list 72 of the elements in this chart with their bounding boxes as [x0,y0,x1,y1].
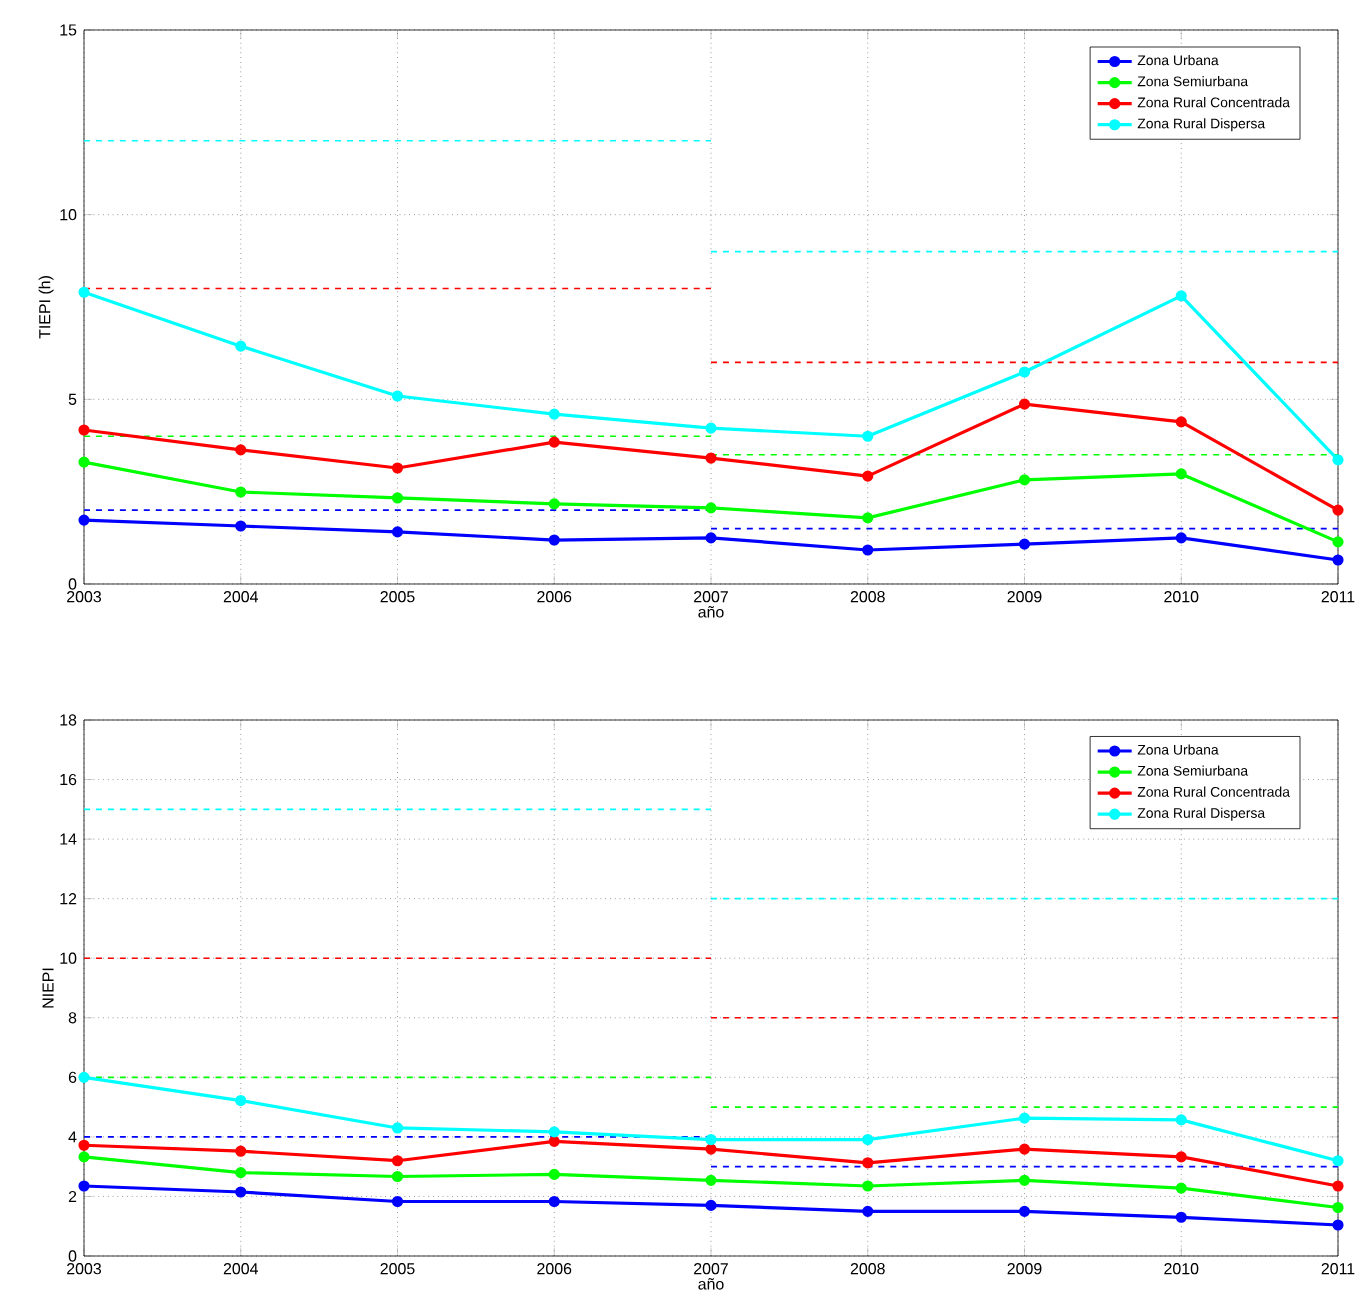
point [391,492,404,504]
point [862,1133,874,1146]
point [548,1135,560,1147]
point [705,422,717,434]
point [1332,1180,1344,1192]
point [391,1195,404,1208]
point [235,1186,247,1198]
point [1175,1151,1187,1163]
point [78,514,90,526]
point [1175,1182,1187,1194]
point [235,340,247,352]
point [705,1174,717,1186]
point [705,1133,717,1146]
point [548,534,560,546]
point [1018,1205,1031,1217]
point [862,512,874,524]
point [391,526,404,538]
point [78,286,90,298]
point [1018,1143,1031,1155]
point [78,1139,90,1151]
point [235,486,247,498]
point [705,452,717,464]
point [391,1170,404,1183]
point [548,1168,560,1180]
point [548,498,560,510]
point [1018,1112,1031,1124]
point [1018,1174,1031,1186]
point [391,1122,404,1134]
point [78,1151,90,1163]
point [235,520,247,532]
point [705,1199,717,1211]
point [705,502,717,514]
point [1018,366,1031,378]
point [862,1205,874,1217]
point [1332,554,1344,566]
point [235,1167,247,1179]
point [235,1094,247,1107]
point [548,1126,560,1138]
point [862,470,874,482]
point [235,1145,247,1157]
point [391,390,404,402]
point [862,1157,874,1169]
point [1175,290,1187,302]
point [391,462,404,474]
point [78,424,90,436]
point [1175,468,1187,480]
point [548,436,560,448]
point [391,1155,404,1167]
point [78,456,90,468]
point [862,430,874,442]
point [1332,504,1344,516]
point [862,544,874,556]
point [78,1071,90,1083]
point [862,1180,874,1192]
point [548,408,560,420]
point [548,1195,560,1208]
point [1175,1114,1187,1126]
point [1332,454,1344,466]
point [1175,1211,1187,1223]
point [1018,474,1031,486]
point [1332,536,1344,548]
point [1332,1201,1344,1214]
point [235,444,247,456]
point [705,532,717,544]
point [1332,1155,1344,1167]
point [78,1180,90,1192]
point [705,1143,717,1155]
point [1175,532,1187,544]
point [1332,1219,1344,1231]
point [1018,538,1031,550]
point [1018,398,1031,410]
point [1175,416,1187,428]
